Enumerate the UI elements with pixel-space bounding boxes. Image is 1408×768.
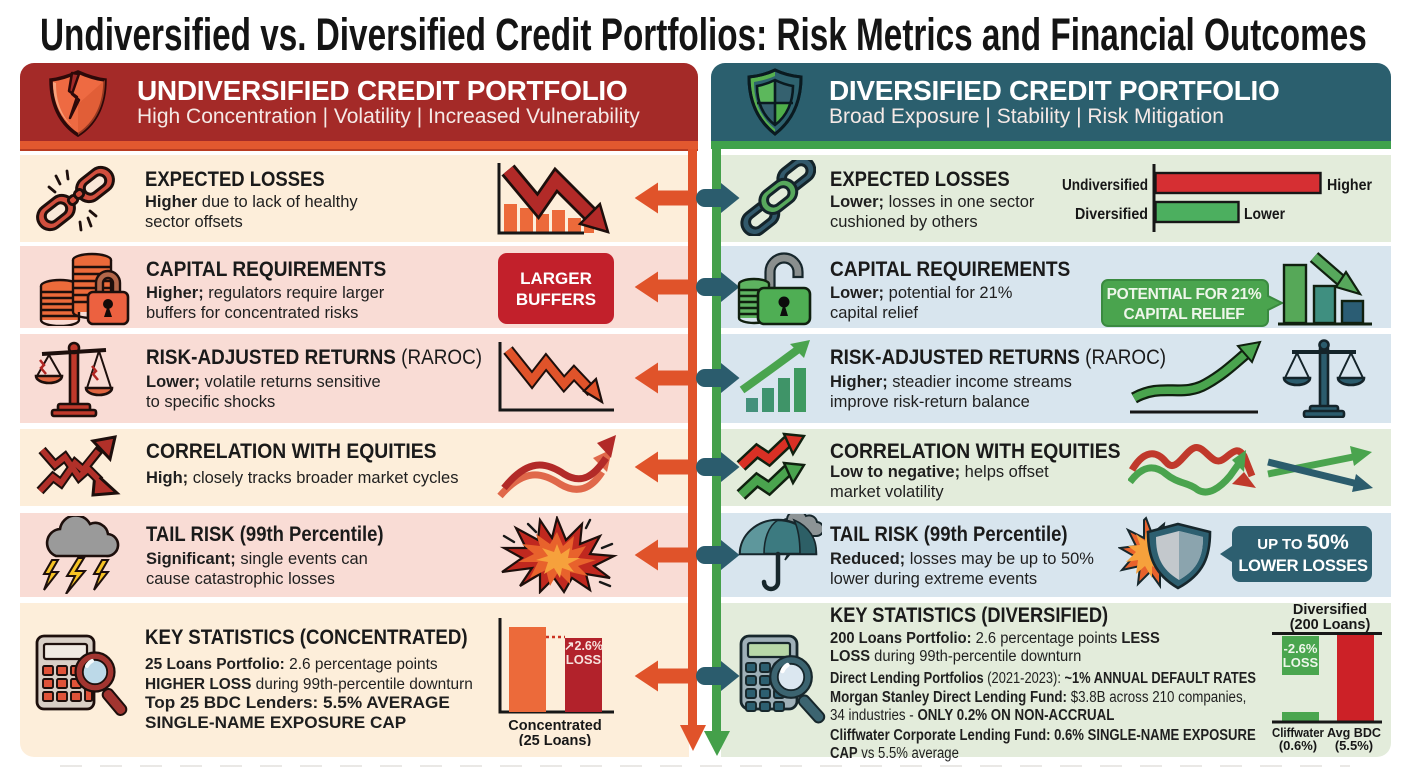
svg-text:Lower: Lower (1244, 206, 1285, 223)
svg-text:Higher: Higher (1327, 177, 1372, 194)
svg-text:LOSS: LOSS (566, 652, 602, 667)
svg-text:Diversified: Diversified (1293, 602, 1367, 618)
svg-text:(0.6%): (0.6%) (1279, 738, 1317, 753)
svg-text:Avg BDC: Avg BDC (1327, 725, 1382, 740)
svg-text:Diversified: Diversified (1075, 206, 1148, 223)
svg-text:UP TO 50%: UP TO 50% (1257, 531, 1349, 554)
svg-text:POTENTIAL FOR 21%: POTENTIAL FOR 21% (1107, 286, 1262, 303)
svg-text:Undiversified: Undiversified (1062, 177, 1148, 194)
svg-text:Cliffwater: Cliffwater (1272, 725, 1324, 740)
svg-text:LOSS: LOSS (1283, 655, 1319, 670)
svg-text:(5.5%): (5.5%) (1335, 738, 1373, 753)
svg-text:(200 Loans): (200 Loans) (1290, 617, 1371, 633)
svg-text:-2.6%: -2.6% (1284, 641, 1318, 656)
svg-text:LOWER LOSSES: LOWER LOSSES (1238, 557, 1368, 575)
svg-text:CAPITAL RELIEF: CAPITAL RELIEF (1124, 306, 1245, 323)
svg-text:(25 Loans): (25 Loans) (519, 733, 592, 746)
svg-text:Concentrated: Concentrated (508, 718, 601, 734)
svg-text:↗2.6%: ↗2.6% (564, 639, 603, 653)
